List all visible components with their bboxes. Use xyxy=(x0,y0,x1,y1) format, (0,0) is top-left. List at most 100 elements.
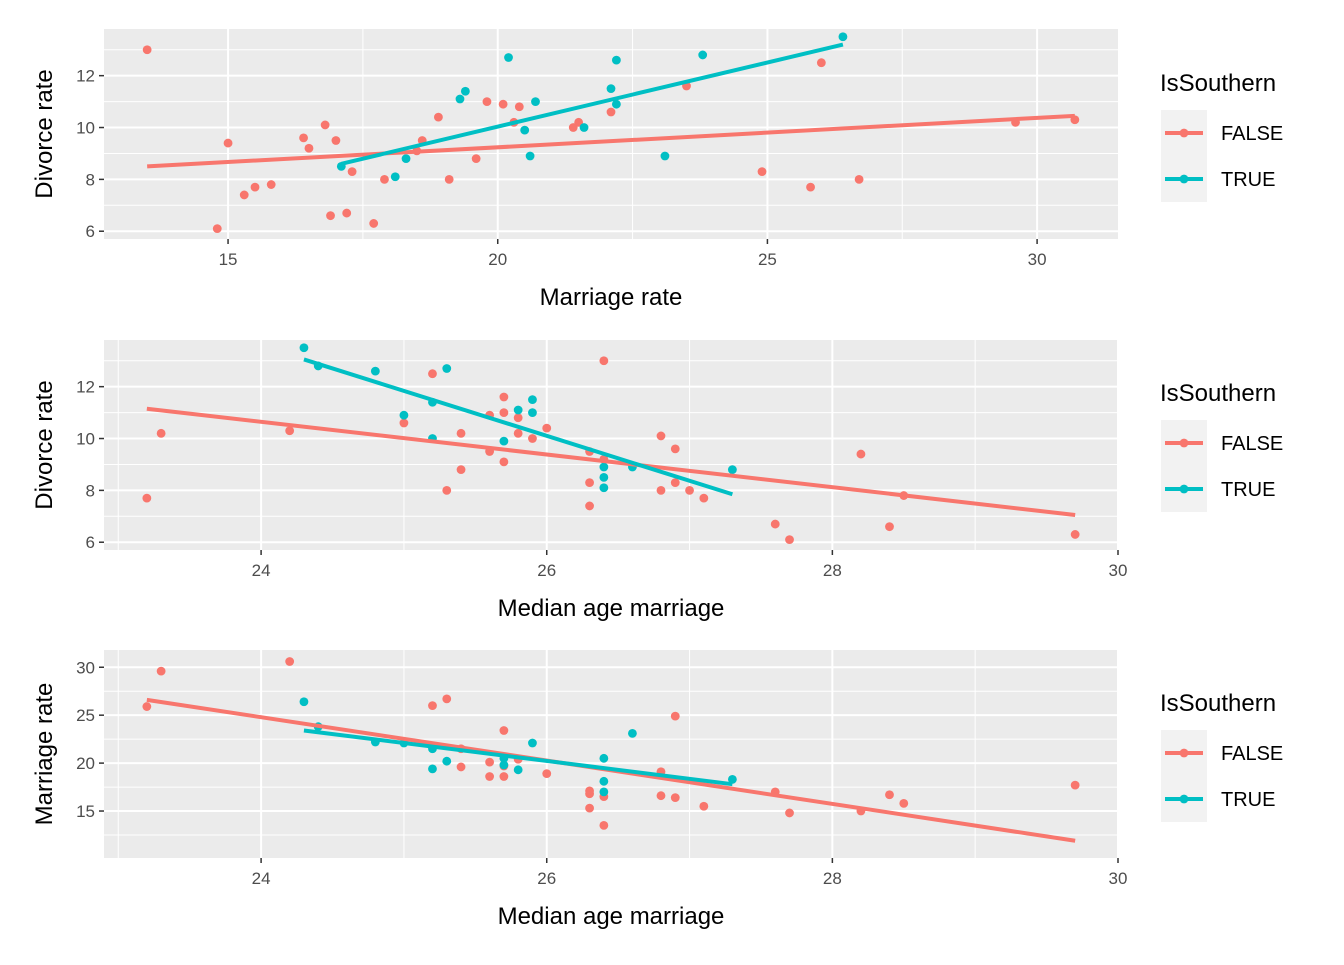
point-false xyxy=(485,772,495,781)
point-false xyxy=(528,434,537,443)
point-false xyxy=(885,790,894,800)
point-false xyxy=(599,356,609,366)
point-false xyxy=(428,701,437,710)
point-true xyxy=(401,154,411,164)
point-false xyxy=(499,726,509,735)
point-true xyxy=(838,32,848,42)
point-false xyxy=(656,791,666,801)
point-true xyxy=(599,753,609,763)
point-true xyxy=(611,99,621,109)
legend: IsSouthern FALSE TRUE xyxy=(1160,690,1283,822)
point-true xyxy=(599,483,609,493)
point-true xyxy=(528,408,537,417)
x-tick-label: 24 xyxy=(252,869,271,888)
y-tick-label: 25 xyxy=(76,706,95,725)
point-true xyxy=(599,473,609,482)
point-false xyxy=(1070,530,1080,539)
point-false xyxy=(442,694,452,704)
legend-key-point xyxy=(1179,484,1189,494)
legend-label-false: FALSE xyxy=(1221,743,1283,765)
point-false xyxy=(142,45,152,55)
point-true xyxy=(606,84,616,94)
y-axis-title: Marriage rate xyxy=(31,683,58,826)
x-tick-label: 28 xyxy=(823,869,842,888)
point-false xyxy=(542,769,552,779)
y-tick-label: 12 xyxy=(76,67,95,86)
x-tick-label: 25 xyxy=(758,250,777,269)
point-false xyxy=(670,793,680,803)
point-false xyxy=(856,449,866,459)
point-false xyxy=(699,801,709,811)
point-false xyxy=(456,465,466,475)
point-false xyxy=(142,493,152,503)
point-false xyxy=(499,457,509,467)
legend-key-point xyxy=(1179,794,1189,804)
y-tick-label: 20 xyxy=(76,754,95,773)
point-false xyxy=(785,535,794,545)
panel-background xyxy=(104,650,1118,858)
point-false xyxy=(326,211,335,221)
point-false xyxy=(899,798,909,808)
point-false xyxy=(499,392,509,402)
point-false xyxy=(223,138,233,148)
point-false xyxy=(885,522,894,532)
point-true xyxy=(525,151,535,161)
point-false xyxy=(585,478,594,487)
point-false xyxy=(656,485,666,495)
x-tick-label: 30 xyxy=(1028,250,1047,269)
point-true xyxy=(660,151,670,161)
point-false xyxy=(542,423,552,433)
panel-background xyxy=(104,340,1118,550)
panel-background xyxy=(104,29,1118,239)
y-tick-label: 10 xyxy=(76,430,95,449)
point-false xyxy=(239,190,249,200)
point-true xyxy=(390,172,400,182)
point-true xyxy=(442,756,452,766)
point-false xyxy=(266,180,276,189)
y-tick-label: 8 xyxy=(86,481,95,500)
point-false xyxy=(347,167,357,176)
point-true xyxy=(727,465,737,475)
point-true xyxy=(499,436,509,446)
y-axis-title: Divorce rate xyxy=(31,380,58,509)
legend-key-point xyxy=(1179,438,1189,448)
point-false xyxy=(442,485,452,495)
point-false xyxy=(142,702,152,711)
point-true xyxy=(599,776,609,786)
point-false xyxy=(250,182,260,192)
point-false xyxy=(1070,780,1080,790)
point-false xyxy=(342,208,352,218)
x-axis-title: Marriage rate xyxy=(540,284,683,311)
legend-label-false: FALSE xyxy=(1221,433,1283,455)
point-false xyxy=(806,182,815,192)
point-false xyxy=(513,428,523,438)
point-false xyxy=(331,136,341,145)
point-false xyxy=(670,444,680,454)
point-true xyxy=(528,738,537,748)
point-false xyxy=(585,803,594,813)
fit-line-false xyxy=(147,113,1075,169)
point-true xyxy=(611,55,621,65)
point-false xyxy=(499,408,509,417)
point-false xyxy=(444,174,454,184)
point-false xyxy=(685,485,694,495)
panel-2: 24 26 28 30 6 8 10 12 Median age marriage Divorce… xyxy=(31,340,1283,622)
point-false xyxy=(585,789,594,799)
plot-area xyxy=(142,343,1080,545)
point-true xyxy=(460,86,470,96)
x-tick-label: 15 xyxy=(219,250,238,269)
point-true xyxy=(504,53,513,62)
legend-key-point xyxy=(1179,748,1189,758)
x-tick-label: 26 xyxy=(537,869,556,888)
x-tick-label: 30 xyxy=(1109,869,1128,888)
point-false xyxy=(399,418,409,428)
x-tick-label: 30 xyxy=(1109,561,1128,580)
fit-line-true xyxy=(340,42,844,166)
point-true xyxy=(499,760,509,770)
fit-line-true xyxy=(303,357,733,497)
y-tick-label: 6 xyxy=(86,222,95,241)
point-false xyxy=(498,99,508,109)
legend-title: IsSouthern xyxy=(1160,380,1276,407)
point-true xyxy=(513,405,523,415)
